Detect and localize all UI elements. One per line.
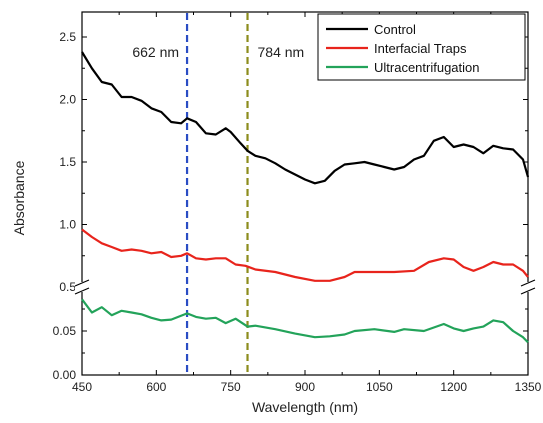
y-tick-label: 1.5	[59, 155, 76, 169]
y-tick-label: 0.05	[53, 324, 77, 338]
tick-labels: 450 600 750 900 1050 1200 1350 0.5 1.0 1.5 2.0 2.5 0…	[53, 30, 542, 394]
x-tick-label: 1200	[440, 380, 467, 394]
x-tick-label: 1350	[515, 380, 542, 394]
y-axis-title: Absorbance	[11, 160, 27, 235]
axis-break	[74, 279, 536, 295]
x-tick-label: 450	[72, 380, 92, 394]
legend-label: Ultracentrifugation	[374, 60, 480, 75]
x-tick-label: 1050	[366, 380, 393, 394]
series-line	[81, 51, 530, 185]
axis-break-mark	[520, 287, 536, 295]
legend: Control Interfacial Traps Ultracentrifugat…	[317, 13, 526, 81]
series-line	[81, 298, 529, 344]
reference-line-label: 662 nm	[132, 44, 179, 60]
x-tick-label: 900	[295, 380, 315, 394]
y-tick-label: 1.0	[59, 218, 76, 232]
axis-break-mark	[74, 279, 90, 287]
y-tick-label: 2.0	[59, 93, 76, 107]
axis-break-gap	[521, 282, 535, 292]
reference-line-labels: 662 nm 784 nm	[132, 44, 304, 60]
axis-break-gap	[75, 282, 89, 292]
legend-label: Interfacial Traps	[374, 41, 467, 56]
axis-break-mark	[74, 287, 90, 295]
y-tick-label: 0.00	[53, 368, 77, 382]
series-lines	[81, 51, 530, 344]
series-line	[81, 228, 529, 282]
y-tick-label: 0.5	[59, 280, 76, 294]
reference-line-label: 784 nm	[258, 44, 305, 60]
x-tick-label: 600	[146, 380, 166, 394]
y-tick-label: 2.5	[59, 30, 76, 44]
x-tick-label: 750	[221, 380, 241, 394]
axis-break-mark	[520, 279, 536, 287]
legend-label: Control	[374, 22, 416, 37]
x-axis-title: Wavelength (nm)	[252, 399, 358, 415]
